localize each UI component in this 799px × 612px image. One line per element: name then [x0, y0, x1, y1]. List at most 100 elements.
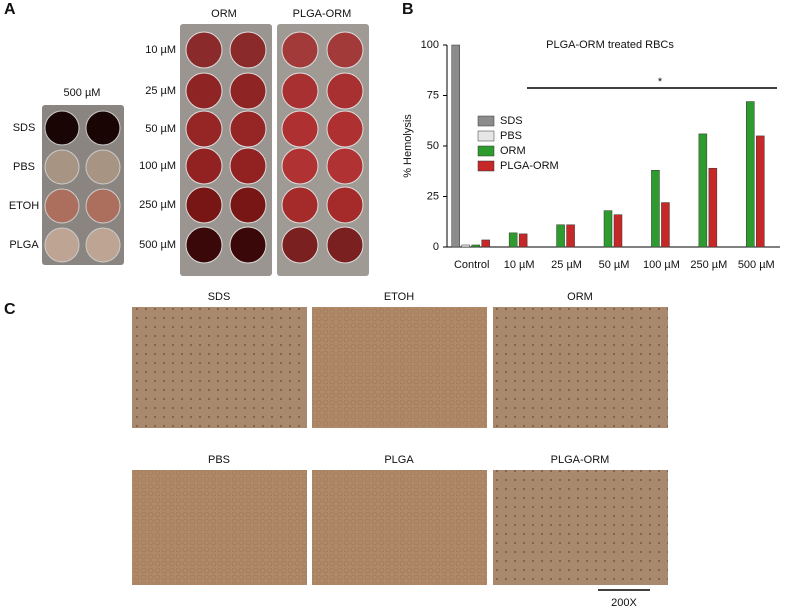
x-tick-label: 25 µM — [551, 259, 582, 271]
y-tick-label: 75 — [427, 89, 439, 101]
plate-title: PLGA-ORM — [293, 8, 352, 20]
legend-label: SDS — [500, 115, 523, 127]
bar — [481, 239, 490, 248]
scale-label: 200X — [611, 597, 637, 609]
well — [85, 188, 121, 224]
well — [229, 226, 267, 264]
panel-letter: C — [4, 301, 16, 318]
well — [44, 227, 80, 263]
row-label: PLGA — [9, 239, 39, 251]
row-label: ETOH — [9, 200, 39, 212]
image-label: PLGA — [384, 454, 414, 466]
row-label: SDS — [13, 122, 36, 134]
well — [229, 147, 267, 185]
micrograph — [493, 307, 668, 428]
x-tick-label: 100 µM — [643, 259, 680, 271]
bar — [603, 210, 613, 248]
well — [185, 147, 223, 185]
plate-title: 500 µM — [64, 87, 101, 99]
well — [85, 110, 121, 146]
bar — [613, 214, 623, 248]
row-label: 25 µM — [145, 85, 176, 97]
well — [185, 110, 223, 148]
legend-swatch — [477, 130, 495, 142]
well — [185, 72, 223, 110]
well — [326, 72, 364, 110]
image-label: ETOH — [384, 291, 414, 303]
bar — [461, 244, 470, 248]
well — [326, 110, 364, 148]
micrograph — [312, 470, 487, 585]
x-tick-label: 250 µM — [690, 259, 727, 271]
bar — [651, 169, 660, 248]
legend-swatch — [477, 115, 495, 127]
well — [229, 72, 267, 110]
well — [85, 149, 121, 185]
annotation: * — [658, 76, 663, 88]
well — [85, 227, 121, 263]
bar — [756, 135, 765, 248]
y-tick-label: 0 — [433, 241, 439, 253]
well — [229, 110, 267, 148]
micrograph — [132, 470, 307, 585]
bar — [556, 224, 565, 248]
x-tick-label: Control — [454, 259, 489, 271]
row-label: 250 µM — [139, 199, 176, 211]
well — [44, 188, 80, 224]
row-label: 100 µM — [139, 160, 176, 172]
well — [185, 31, 223, 69]
well — [44, 149, 80, 185]
micrograph — [312, 307, 487, 428]
well — [229, 31, 267, 69]
row-label: 50 µM — [145, 123, 176, 135]
y-tick-label: 50 — [427, 140, 439, 152]
row-label: 500 µM — [139, 239, 176, 251]
legend-label: PBS — [500, 130, 522, 142]
bar — [471, 244, 480, 248]
bar — [518, 233, 528, 248]
image-label: SDS — [208, 291, 231, 303]
panel-letter: B — [402, 1, 414, 18]
well — [281, 110, 319, 148]
row-label: 10 µM — [145, 44, 176, 56]
well — [281, 226, 319, 264]
y-tick-label: 25 — [427, 190, 439, 202]
chart-title: PLGA-ORM treated RBCs — [546, 39, 674, 51]
image-label: PLGA-ORM — [551, 454, 610, 466]
bar — [708, 167, 718, 248]
well — [281, 147, 319, 185]
well — [326, 147, 364, 185]
image-label: ORM — [567, 291, 593, 303]
bar — [661, 202, 670, 248]
well — [44, 110, 80, 146]
panel-letter: A — [4, 1, 16, 18]
x-tick-label: 10 µM — [504, 259, 535, 271]
row-label: PBS — [13, 161, 35, 173]
bar — [698, 133, 708, 248]
well — [185, 186, 223, 224]
well — [281, 72, 319, 110]
bar — [746, 101, 755, 248]
bar — [508, 232, 518, 248]
y-axis-label: % Hemolysis — [402, 114, 414, 178]
micrograph — [132, 307, 307, 428]
legend-swatch — [477, 160, 495, 172]
bar — [566, 224, 575, 248]
legend-swatch — [477, 145, 495, 157]
x-tick-label: 50 µM — [599, 259, 630, 271]
plate-title: ORM — [211, 8, 237, 20]
micrograph — [493, 470, 668, 585]
well — [229, 186, 267, 224]
well — [281, 186, 319, 224]
well — [185, 226, 223, 264]
x-tick-label: 500 µM — [738, 259, 775, 271]
bar — [451, 44, 460, 248]
legend-label: ORM — [500, 145, 526, 157]
well — [326, 226, 364, 264]
legend-label: PLGA-ORM — [500, 160, 559, 172]
well — [326, 31, 364, 69]
y-tick-label: 100 — [421, 39, 439, 51]
well — [326, 186, 364, 224]
